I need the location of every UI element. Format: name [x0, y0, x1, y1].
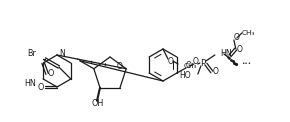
- Text: O: O: [38, 82, 44, 92]
- Text: •••: •••: [241, 61, 251, 66]
- Text: CH₃: CH₃: [242, 30, 255, 36]
- Text: O: O: [186, 61, 192, 70]
- Text: Br: Br: [27, 50, 36, 59]
- Text: HO: HO: [179, 71, 191, 81]
- Text: O: O: [213, 66, 219, 76]
- Text: O: O: [48, 70, 54, 78]
- Text: P: P: [200, 59, 206, 67]
- Text: OH: OH: [92, 99, 104, 108]
- Text: O: O: [117, 62, 122, 71]
- Text: HN: HN: [220, 49, 232, 57]
- Text: N: N: [59, 49, 65, 57]
- Text: CH₃: CH₃: [184, 63, 197, 69]
- Text: O: O: [193, 57, 199, 66]
- Text: O: O: [234, 32, 240, 41]
- Text: O: O: [237, 45, 243, 54]
- Text: HN: HN: [24, 80, 36, 88]
- Text: O: O: [168, 57, 174, 66]
